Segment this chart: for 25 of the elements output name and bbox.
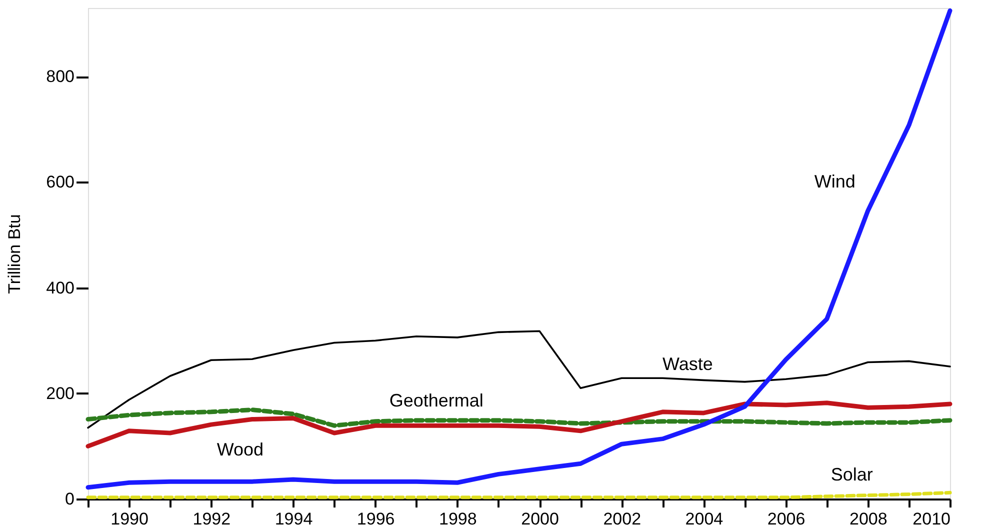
series-label: Geothermal xyxy=(389,390,484,410)
x-tick-label: 2000 xyxy=(521,510,559,528)
y-tick-label: 600 xyxy=(46,172,74,192)
y-tick-label: 0 xyxy=(65,490,74,508)
x-tick-label: 1998 xyxy=(439,510,477,528)
y-tick-label: 400 xyxy=(46,278,74,298)
series-label: Wood xyxy=(216,439,264,460)
x-tick-label: 1996 xyxy=(356,510,395,528)
x-tick-label: 1990 xyxy=(110,510,148,528)
x-tick-label: 1992 xyxy=(192,510,231,528)
line-series xyxy=(87,330,951,429)
x-tick-label: 2010 xyxy=(912,510,950,528)
x-tick-label: 1994 xyxy=(274,510,313,528)
series-label: Wind xyxy=(814,172,856,192)
x-tick-label: 2008 xyxy=(849,510,888,528)
y-tick-label: 200 xyxy=(46,384,74,403)
series-label: Waste xyxy=(662,354,713,374)
x-tick-label: 2002 xyxy=(603,510,642,528)
line-series xyxy=(86,8,952,490)
x-tick-label: 2006 xyxy=(767,510,806,528)
y-tick-label: 800 xyxy=(46,67,74,86)
y-axis-title: Trillion Btu xyxy=(5,214,24,294)
series-label: Solar xyxy=(830,464,873,484)
x-tick-label: 2004 xyxy=(685,510,724,528)
line-series xyxy=(86,408,952,428)
